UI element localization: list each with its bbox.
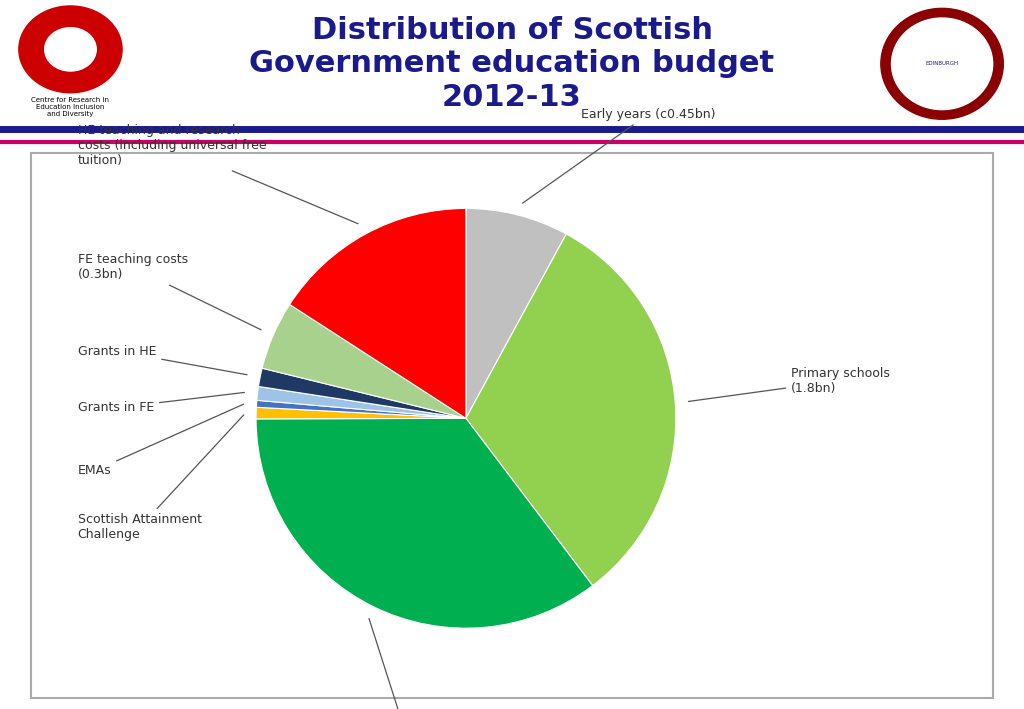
Text: Secondary schools
(2bn): Secondary schools (2bn) xyxy=(355,618,472,709)
Wedge shape xyxy=(257,386,466,418)
Wedge shape xyxy=(256,401,466,418)
Text: CREID: CREID xyxy=(53,45,88,55)
Wedge shape xyxy=(262,304,466,418)
FancyBboxPatch shape xyxy=(31,153,993,698)
Circle shape xyxy=(892,18,992,110)
Text: Grants in HE: Grants in HE xyxy=(78,345,247,375)
Circle shape xyxy=(45,28,96,71)
Text: Scottish Attainment
Challenge: Scottish Attainment Challenge xyxy=(78,415,244,542)
Text: Primary schools
(1.8bn): Primary schools (1.8bn) xyxy=(688,367,890,401)
Text: FE teaching costs
(0.3bn): FE teaching costs (0.3bn) xyxy=(78,253,261,330)
Text: Distribution of Scottish
Government education budget
2012-13: Distribution of Scottish Government educ… xyxy=(250,16,774,112)
Text: Early years (c0.45bn): Early years (c0.45bn) xyxy=(522,108,716,203)
Wedge shape xyxy=(258,368,466,418)
Wedge shape xyxy=(466,234,676,586)
Wedge shape xyxy=(256,407,466,419)
Circle shape xyxy=(881,9,1004,119)
Wedge shape xyxy=(256,418,593,628)
Text: Centre for Research in
Education Inclusion
and Diversity: Centre for Research in Education Inclusi… xyxy=(32,97,110,117)
Wedge shape xyxy=(466,208,566,418)
Wedge shape xyxy=(290,208,466,418)
Text: Grants in FE: Grants in FE xyxy=(78,393,245,414)
Text: EDINBURGH: EDINBURGH xyxy=(926,61,958,67)
Text: EMAs: EMAs xyxy=(78,404,244,477)
Text: HE teaching and research
costs (including universal free
tuition): HE teaching and research costs (includin… xyxy=(78,124,358,224)
Circle shape xyxy=(18,6,122,93)
